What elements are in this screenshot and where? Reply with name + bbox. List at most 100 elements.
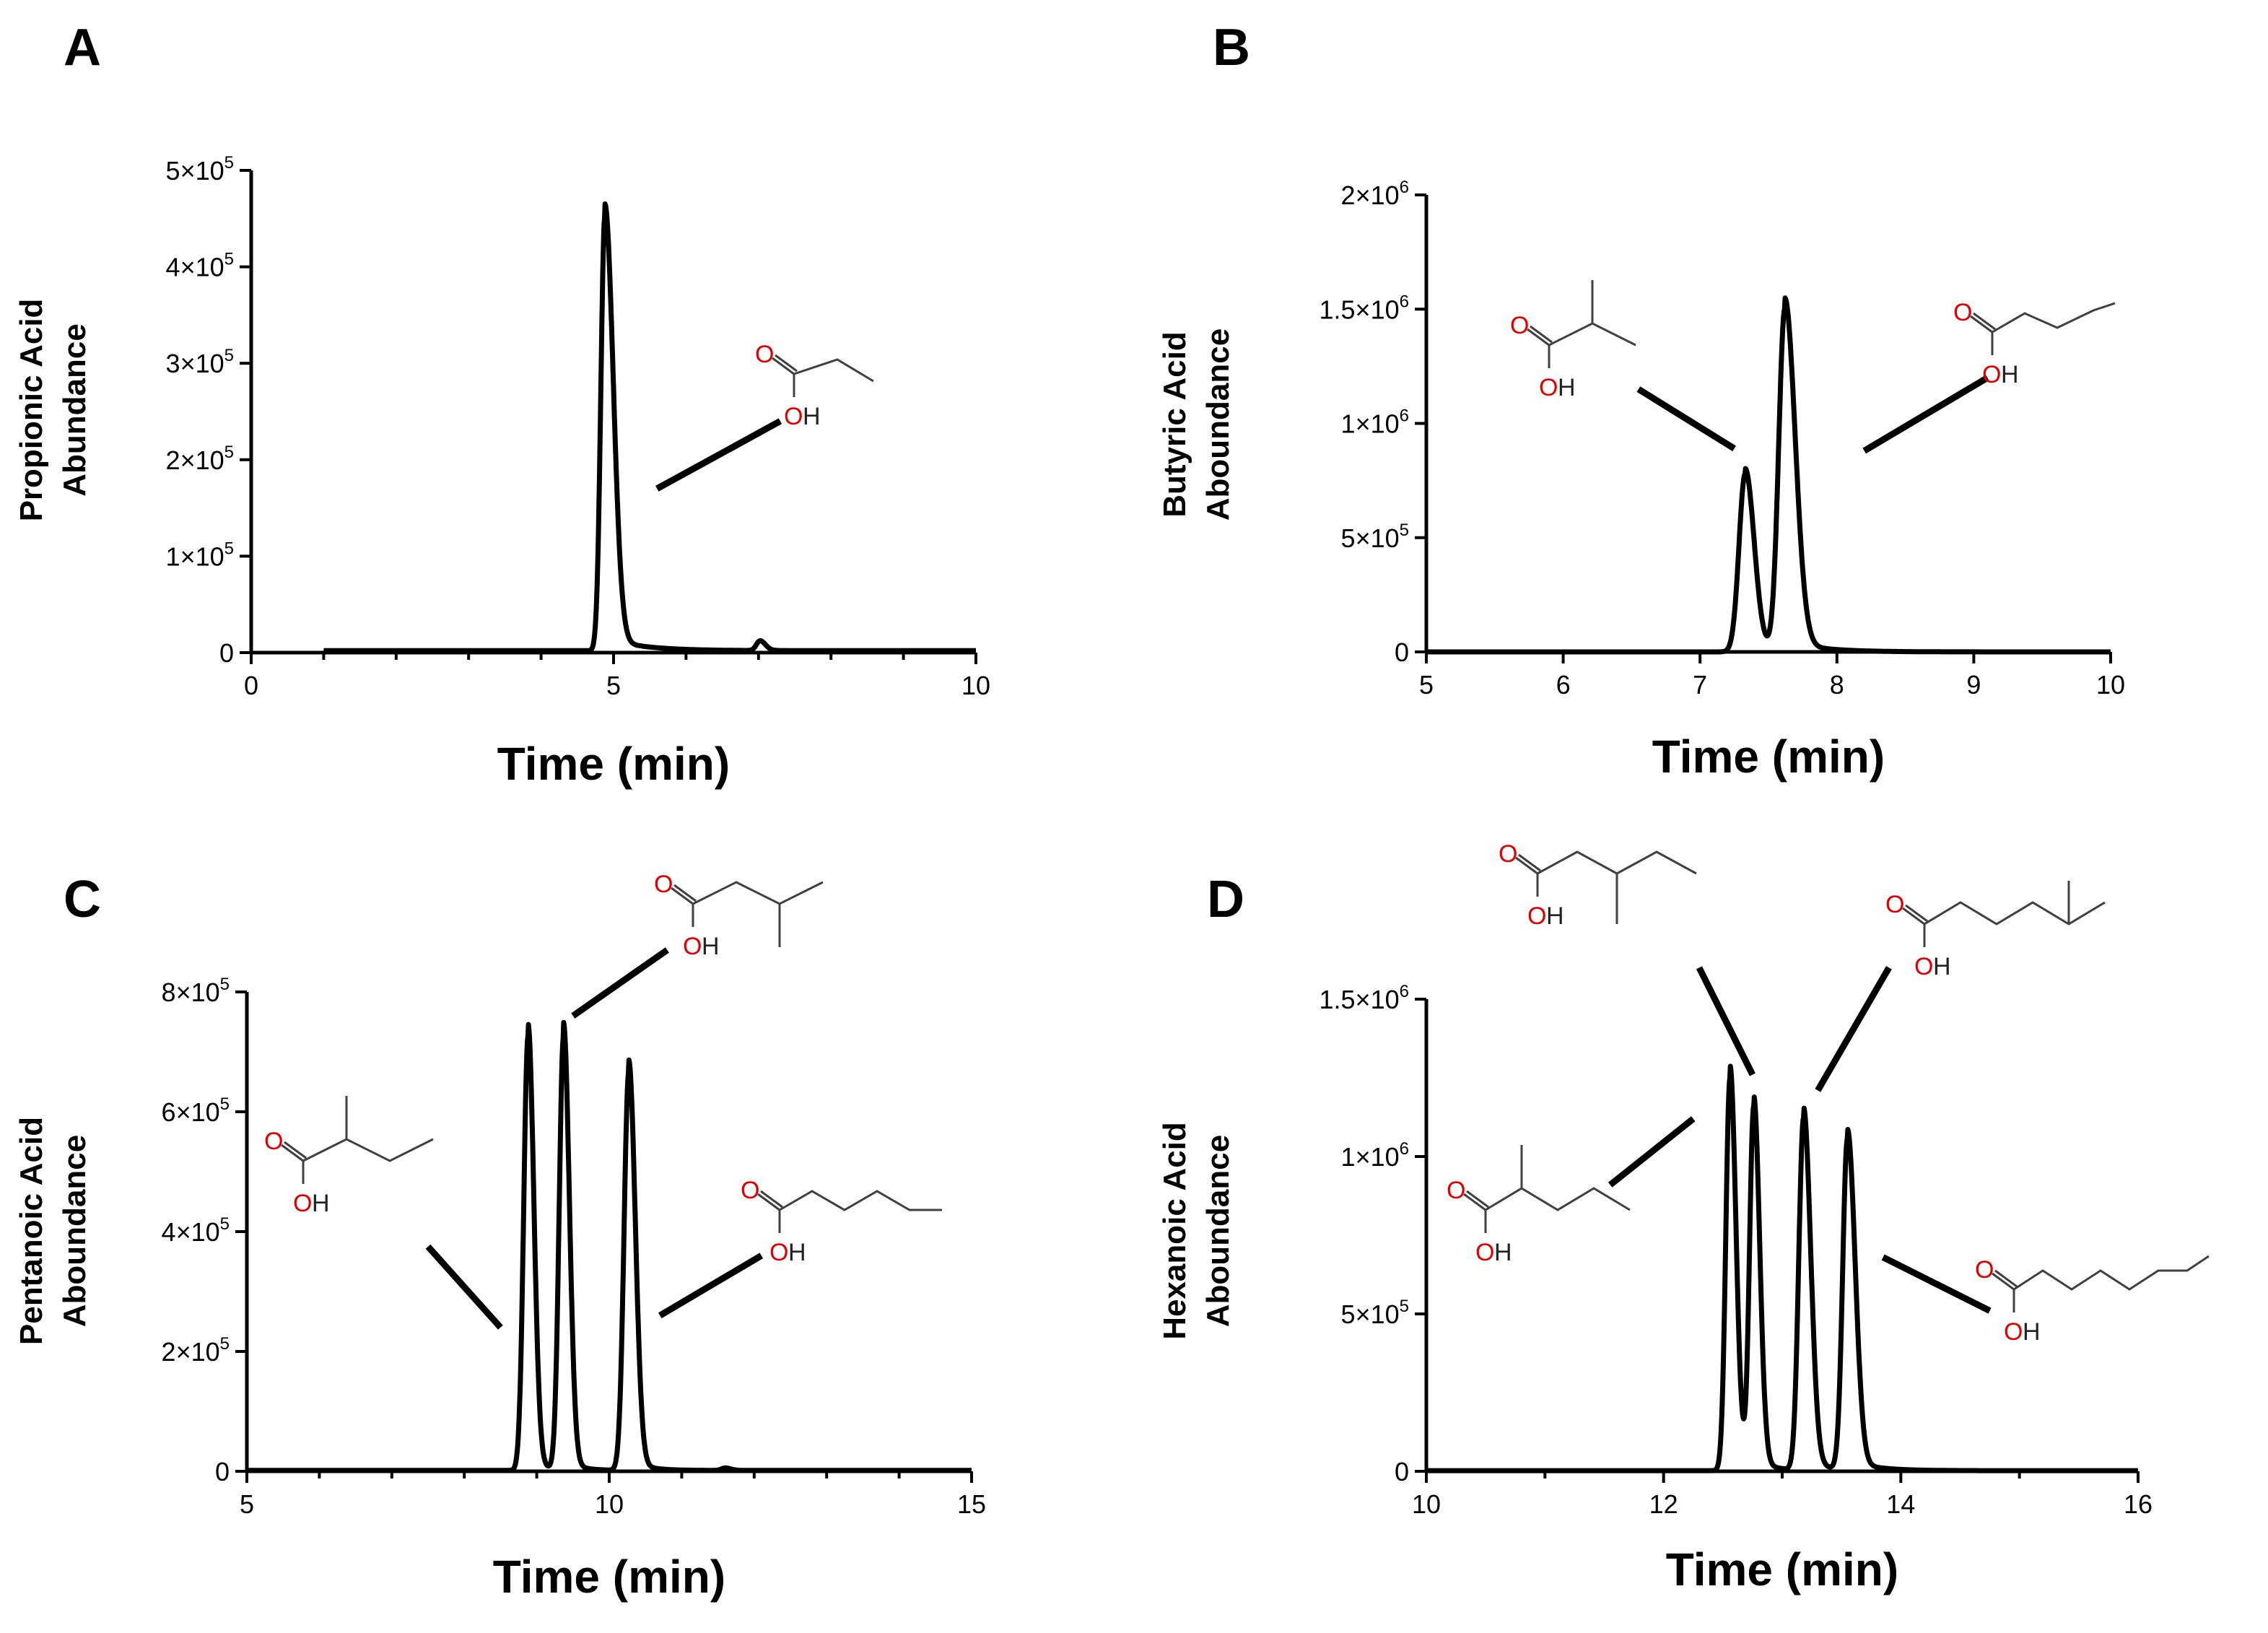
x-tick-label: 10 (2096, 670, 2125, 700)
x-tick-label: 14 (1886, 1489, 1915, 1519)
x-axis-label: Time (min) (1666, 1543, 1898, 1595)
x-axis-label: Time (min) (497, 738, 730, 790)
hydroxyl-hydrogen-label: H (312, 1190, 330, 1217)
x-axis-label: Time (min) (493, 1551, 725, 1603)
leader-line (655, 418, 782, 492)
chromatogram-trace (1424, 1063, 2140, 1473)
hydroxyl-oxygen-label: O (2004, 1318, 2023, 1346)
leader-line (425, 1244, 503, 1330)
panel-d: D 10 12 14 16 0 5×105 1×106 1.5×106 Time (min) Hex… (1157, 840, 2210, 1595)
y-tick-label: 5×105 (1341, 1297, 1409, 1329)
y-tick-label: 0 (215, 1457, 230, 1486)
skeletal-bonds (1902, 881, 2106, 947)
hydroxyl-hydrogen-label: H (702, 933, 720, 960)
leader-line (1815, 966, 1892, 1092)
y-tick-label: 1.5×106 (1320, 292, 1409, 324)
hydroxyl-hydrogen-label: H (2023, 1318, 2041, 1346)
y-tick-label: 0 (1395, 1457, 1409, 1486)
panel-c: C 5 10 15 0 2×105 4×105 6×105 8×105 Time (min) Pen… (14, 871, 986, 1603)
y-axis-label: Propionic Acid (14, 299, 49, 522)
leader-line (658, 1253, 764, 1319)
panel-label: C (64, 871, 101, 928)
isobutyric-acid-structure: OO H (1510, 280, 1636, 401)
x-tick-label: 5 (606, 671, 621, 700)
hydroxyl-oxygen-label: O (1527, 902, 1546, 930)
carbonyl-oxygen-label: O (1447, 1177, 1465, 1204)
panel-a: A 0 5 10 0 1×105 2×105 3×105 4×105 5×105 Time (min… (14, 19, 990, 790)
carbonyl-oxygen-label: O (654, 871, 673, 898)
y-tick-label: 6×105 (162, 1094, 230, 1127)
hydroxyl-hydrogen-label: H (803, 403, 821, 430)
y-tick-label: 1.5×106 (1320, 982, 1409, 1014)
y-tick-label: 5×105 (166, 153, 234, 186)
y-tick-label: 1×105 (166, 539, 234, 571)
hydroxyl-oxygen-label: O (1914, 953, 1933, 980)
y-axis-label: Abundance (57, 323, 92, 497)
leader-line (1696, 966, 1755, 1076)
y-tick-label: 1×106 (1341, 1139, 1409, 1172)
panel-b: B 5 6 7 8 9 10 0 5×105 1×106 1.5×106 2×106 Time (min… (1157, 19, 2125, 783)
x-tick-label: 10 (595, 1489, 624, 1519)
butyric-acid-structure: OO H (1953, 299, 2116, 388)
leader-line (1608, 1116, 1696, 1188)
2-methylpentanoic-acid-structure: OO H (1447, 1145, 1631, 1266)
y-tick-label: 3×105 (166, 346, 234, 378)
skeletal-bonds (772, 354, 874, 397)
y-tick-label: 8×105 (162, 975, 230, 1007)
chromatogram-trace (321, 201, 978, 653)
hydroxyl-oxygen-label: O (784, 403, 803, 430)
y-tick-label: 5×105 (1341, 521, 1409, 553)
carbonyl-oxygen-label: O (1499, 840, 1517, 868)
x-tick-label: 0 (244, 671, 258, 700)
skeletal-bonds (1970, 302, 2116, 355)
skeletal-bonds (1992, 1255, 2210, 1312)
x-tick-label: 7 (1693, 670, 1707, 700)
hydroxyl-oxygen-label: O (769, 1239, 788, 1266)
4-methylpentanoic-acid-structure: OO H (1885, 881, 2106, 980)
hydroxyl-hydrogen-label: H (1933, 953, 1951, 980)
panel-label: D (1207, 871, 1244, 928)
hydroxyl-hydrogen-label: H (1546, 902, 1564, 930)
x-tick-label: 15 (957, 1489, 986, 1519)
y-tick-label: 2×105 (166, 443, 234, 475)
y-tick-label: 4×105 (162, 1214, 230, 1247)
x-tick-label: 9 (1966, 670, 1981, 700)
x-axis-label: Time (min) (1652, 731, 1885, 783)
skeletal-bonds (1463, 1145, 1631, 1233)
x-tick-label: 10 (961, 671, 990, 700)
leader-line (1862, 375, 1989, 454)
hydroxyl-oxygen-label: O (1982, 361, 2001, 388)
hydroxyl-hydrogen-label: H (1494, 1239, 1512, 1266)
hydroxyl-oxygen-label: O (293, 1190, 312, 1217)
x-tick-label: 10 (1412, 1489, 1441, 1519)
y-axis-label: Aboundance (57, 1135, 92, 1327)
3-methylbutanoic-acid-structure: OO H (654, 871, 824, 960)
skeletal-bonds (1527, 280, 1636, 368)
3-methylpentanoic-acid-structure: OO H (1499, 840, 1697, 930)
y-tick-label: 2×106 (1341, 178, 1409, 210)
y-tick-label: 0 (219, 638, 234, 668)
y-axis-label: Aboundance (1200, 328, 1236, 521)
hydroxyl-hydrogen-label: H (788, 1239, 806, 1266)
carbonyl-oxygen-label: O (1510, 312, 1529, 339)
y-axis-label: Butyric Acid (1157, 331, 1192, 518)
hexanoic-acid-structure: OO H (1975, 1255, 2210, 1346)
skeletal-bonds (1515, 850, 1697, 924)
skeletal-bonds (757, 1190, 942, 1233)
leader-line (571, 947, 669, 1019)
leader-line (1881, 1254, 1992, 1314)
carbonyl-oxygen-label: O (755, 341, 774, 368)
panel-label: B (1213, 19, 1250, 77)
chromatogram-trace (1424, 295, 2113, 655)
y-axis-label: Aboundance (1200, 1135, 1236, 1327)
y-axis-label: Pentanoic Acid (14, 1117, 49, 1345)
propionic-acid-structure: OO H (755, 341, 874, 430)
x-tick-label: 8 (1830, 670, 1844, 700)
carbonyl-oxygen-label: O (264, 1128, 283, 1155)
chromatogram-trace (245, 1019, 974, 1473)
hydroxyl-hydrogen-label: H (1558, 374, 1576, 401)
skeletal-bonds (281, 1096, 434, 1184)
pentanoic-acid-structure: OO H (741, 1177, 942, 1266)
y-tick-label: 4×105 (166, 250, 234, 282)
